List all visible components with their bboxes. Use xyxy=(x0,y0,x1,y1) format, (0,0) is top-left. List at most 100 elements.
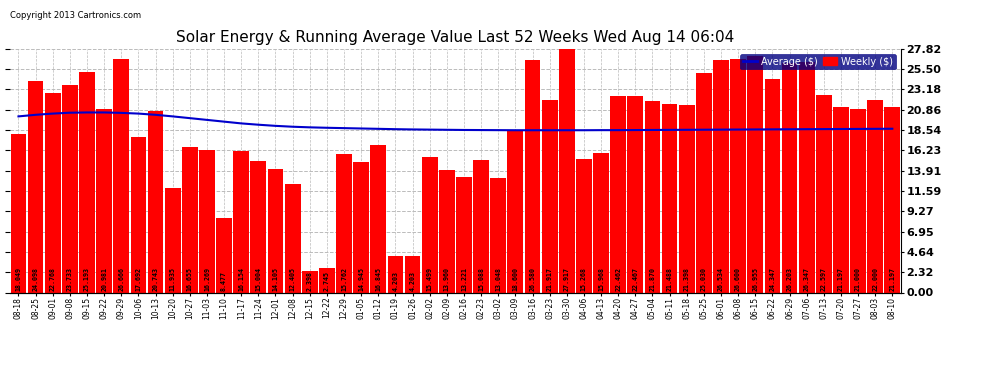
Bar xyxy=(525,60,541,292)
Bar xyxy=(816,94,832,292)
Bar xyxy=(114,59,129,292)
Bar xyxy=(747,56,763,292)
Text: 22.000: 22.000 xyxy=(872,267,878,291)
Bar xyxy=(79,72,95,292)
Text: 26.203: 26.203 xyxy=(786,267,793,291)
Bar xyxy=(45,93,60,292)
Text: 20.981: 20.981 xyxy=(101,267,107,291)
Text: 11.935: 11.935 xyxy=(169,267,175,291)
Bar xyxy=(850,108,866,292)
Text: 4.203: 4.203 xyxy=(410,271,416,291)
Bar xyxy=(490,178,506,292)
Bar xyxy=(164,188,180,292)
Bar xyxy=(696,73,712,292)
Text: 21.197: 21.197 xyxy=(889,267,895,291)
Text: 14.945: 14.945 xyxy=(358,267,364,291)
Text: 26.347: 26.347 xyxy=(804,267,810,291)
Text: 2.745: 2.745 xyxy=(324,271,330,291)
Text: 2.398: 2.398 xyxy=(307,271,313,291)
Bar xyxy=(267,169,283,292)
Bar xyxy=(867,100,883,292)
Text: 16.269: 16.269 xyxy=(204,267,210,291)
Bar xyxy=(473,160,489,292)
Text: 21.488: 21.488 xyxy=(666,267,672,291)
Text: 21.870: 21.870 xyxy=(649,267,655,291)
Bar xyxy=(62,84,78,292)
Text: 12.405: 12.405 xyxy=(290,267,296,291)
Bar xyxy=(456,177,472,292)
Text: 26.666: 26.666 xyxy=(118,267,125,291)
Bar xyxy=(405,256,421,292)
Text: 14.105: 14.105 xyxy=(272,267,278,291)
Text: 13.221: 13.221 xyxy=(461,267,467,291)
Text: 26.534: 26.534 xyxy=(718,267,724,291)
Text: 24.347: 24.347 xyxy=(769,267,775,291)
Text: 15.499: 15.499 xyxy=(427,267,433,291)
Text: 16.655: 16.655 xyxy=(187,267,193,291)
Bar xyxy=(387,256,403,292)
Text: 8.477: 8.477 xyxy=(221,271,227,291)
Text: 25.030: 25.030 xyxy=(701,267,707,291)
Bar xyxy=(782,63,797,292)
Text: 21.398: 21.398 xyxy=(684,267,690,291)
Text: 22.597: 22.597 xyxy=(821,267,827,291)
Text: 22.768: 22.768 xyxy=(50,267,55,291)
Bar xyxy=(679,105,695,292)
Bar xyxy=(148,111,163,292)
Bar xyxy=(628,96,644,292)
Text: Copyright 2013 Cartronics.com: Copyright 2013 Cartronics.com xyxy=(10,11,141,20)
Text: 16.154: 16.154 xyxy=(239,267,245,291)
Text: 26.955: 26.955 xyxy=(752,267,758,291)
Text: 23.733: 23.733 xyxy=(67,267,73,291)
Text: 15.268: 15.268 xyxy=(581,267,587,291)
Bar xyxy=(234,151,249,292)
Bar xyxy=(764,79,780,292)
Title: Solar Energy & Running Average Value Last 52 Weeks Wed Aug 14 06:04: Solar Energy & Running Average Value Las… xyxy=(176,30,735,45)
Bar xyxy=(508,129,524,292)
Text: 13.960: 13.960 xyxy=(444,267,449,291)
Text: 15.004: 15.004 xyxy=(255,267,261,291)
Bar xyxy=(731,60,746,292)
Bar xyxy=(422,157,438,292)
Bar xyxy=(799,62,815,292)
Bar xyxy=(833,107,848,292)
Bar xyxy=(370,145,386,292)
Bar xyxy=(302,272,318,292)
Bar xyxy=(439,170,454,292)
Text: 18.049: 18.049 xyxy=(16,267,22,291)
Text: 16.845: 16.845 xyxy=(375,267,381,291)
Bar xyxy=(131,138,147,292)
Bar xyxy=(610,96,626,292)
Bar xyxy=(353,162,369,292)
Text: 21.917: 21.917 xyxy=(546,267,552,291)
Text: 26.600: 26.600 xyxy=(736,267,742,291)
Text: 27.917: 27.917 xyxy=(563,267,570,291)
Bar xyxy=(337,154,351,292)
Text: 25.193: 25.193 xyxy=(84,267,90,291)
Bar xyxy=(713,60,729,292)
Bar xyxy=(542,100,557,292)
Text: 13.048: 13.048 xyxy=(495,267,501,291)
Bar xyxy=(661,104,677,292)
Legend: Average ($), Weekly ($): Average ($), Weekly ($) xyxy=(740,54,896,69)
Text: 22.462: 22.462 xyxy=(615,267,621,291)
Bar xyxy=(250,161,266,292)
Text: 15.088: 15.088 xyxy=(478,267,484,291)
Bar xyxy=(285,184,301,292)
Bar xyxy=(576,159,592,292)
Bar xyxy=(216,218,232,292)
Bar xyxy=(11,134,27,292)
Text: 15.762: 15.762 xyxy=(341,267,347,291)
Bar xyxy=(28,81,44,292)
Bar xyxy=(559,48,574,292)
Bar xyxy=(199,150,215,292)
Text: 21.000: 21.000 xyxy=(855,267,861,291)
Text: 18.600: 18.600 xyxy=(513,267,519,291)
Bar xyxy=(644,101,660,292)
Text: 21.197: 21.197 xyxy=(838,267,843,291)
Text: 4.203: 4.203 xyxy=(392,271,398,291)
Bar xyxy=(884,107,900,292)
Text: 15.968: 15.968 xyxy=(598,267,604,291)
Text: 22.467: 22.467 xyxy=(633,267,639,291)
Text: 20.743: 20.743 xyxy=(152,267,158,291)
